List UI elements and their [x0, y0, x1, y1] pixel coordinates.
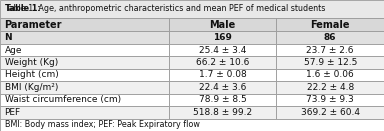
Bar — [0, 106, 169, 119]
Text: N: N — [5, 33, 12, 42]
Text: Height (cm): Height (cm) — [5, 70, 58, 80]
Text: 22.4 ± 3.6: 22.4 ± 3.6 — [199, 83, 247, 92]
Text: Male: Male — [210, 20, 236, 30]
Text: 169: 169 — [213, 33, 232, 42]
Bar — [169, 106, 276, 119]
Text: 1.7 ± 0.08: 1.7 ± 0.08 — [199, 70, 247, 80]
Bar — [0, 31, 169, 44]
Text: 369.2 ± 60.4: 369.2 ± 60.4 — [301, 108, 360, 117]
Text: 86: 86 — [324, 33, 336, 42]
Text: Age: Age — [5, 46, 22, 55]
Text: 57.9 ± 12.5: 57.9 ± 12.5 — [304, 58, 357, 67]
Text: Parameter: Parameter — [5, 20, 62, 30]
Bar — [0, 0, 384, 18]
Bar — [276, 69, 384, 81]
Bar — [169, 18, 276, 31]
Text: BMI: Body mass index; PEF: Peak Expiratory flow: BMI: Body mass index; PEF: Peak Expirato… — [5, 120, 199, 129]
Bar — [0, 18, 169, 31]
Bar — [276, 56, 384, 69]
Text: Waist circumference (cm): Waist circumference (cm) — [5, 95, 121, 104]
Text: Weight (Kg): Weight (Kg) — [5, 58, 58, 67]
Bar — [276, 44, 384, 56]
Text: 22.2 ± 4.8: 22.2 ± 4.8 — [306, 83, 354, 92]
Text: 518.8 ± 99.2: 518.8 ± 99.2 — [193, 108, 252, 117]
Bar — [0, 94, 169, 106]
Text: BMI (Kg/m²): BMI (Kg/m²) — [5, 83, 58, 92]
Bar — [169, 81, 276, 94]
Text: Table 1:: Table 1: — [5, 4, 40, 13]
Bar — [169, 31, 276, 44]
Bar — [0, 69, 169, 81]
Text: Female: Female — [311, 20, 350, 30]
Bar — [169, 44, 276, 56]
Text: Table 1: Age, anthropometric characteristics and mean PEF of medical students: Table 1: Age, anthropometric characteris… — [5, 4, 325, 13]
Text: PEF: PEF — [5, 108, 21, 117]
Text: 23.7 ± 2.6: 23.7 ± 2.6 — [306, 46, 354, 55]
Text: 66.2 ± 10.6: 66.2 ± 10.6 — [196, 58, 249, 67]
Bar — [276, 106, 384, 119]
Bar — [0, 81, 169, 94]
Bar — [276, 31, 384, 44]
Bar — [169, 56, 276, 69]
Bar — [0, 44, 169, 56]
Text: 78.9 ± 8.5: 78.9 ± 8.5 — [199, 95, 247, 104]
Bar — [0, 56, 169, 69]
Text: 1.6 ± 0.06: 1.6 ± 0.06 — [306, 70, 354, 80]
Text: 73.9 ± 9.3: 73.9 ± 9.3 — [306, 95, 354, 104]
Bar — [169, 94, 276, 106]
Bar — [276, 94, 384, 106]
Bar — [276, 81, 384, 94]
Bar — [169, 69, 276, 81]
Bar — [276, 18, 384, 31]
Bar — [0, 119, 384, 131]
Text: 25.4 ± 3.4: 25.4 ± 3.4 — [199, 46, 247, 55]
